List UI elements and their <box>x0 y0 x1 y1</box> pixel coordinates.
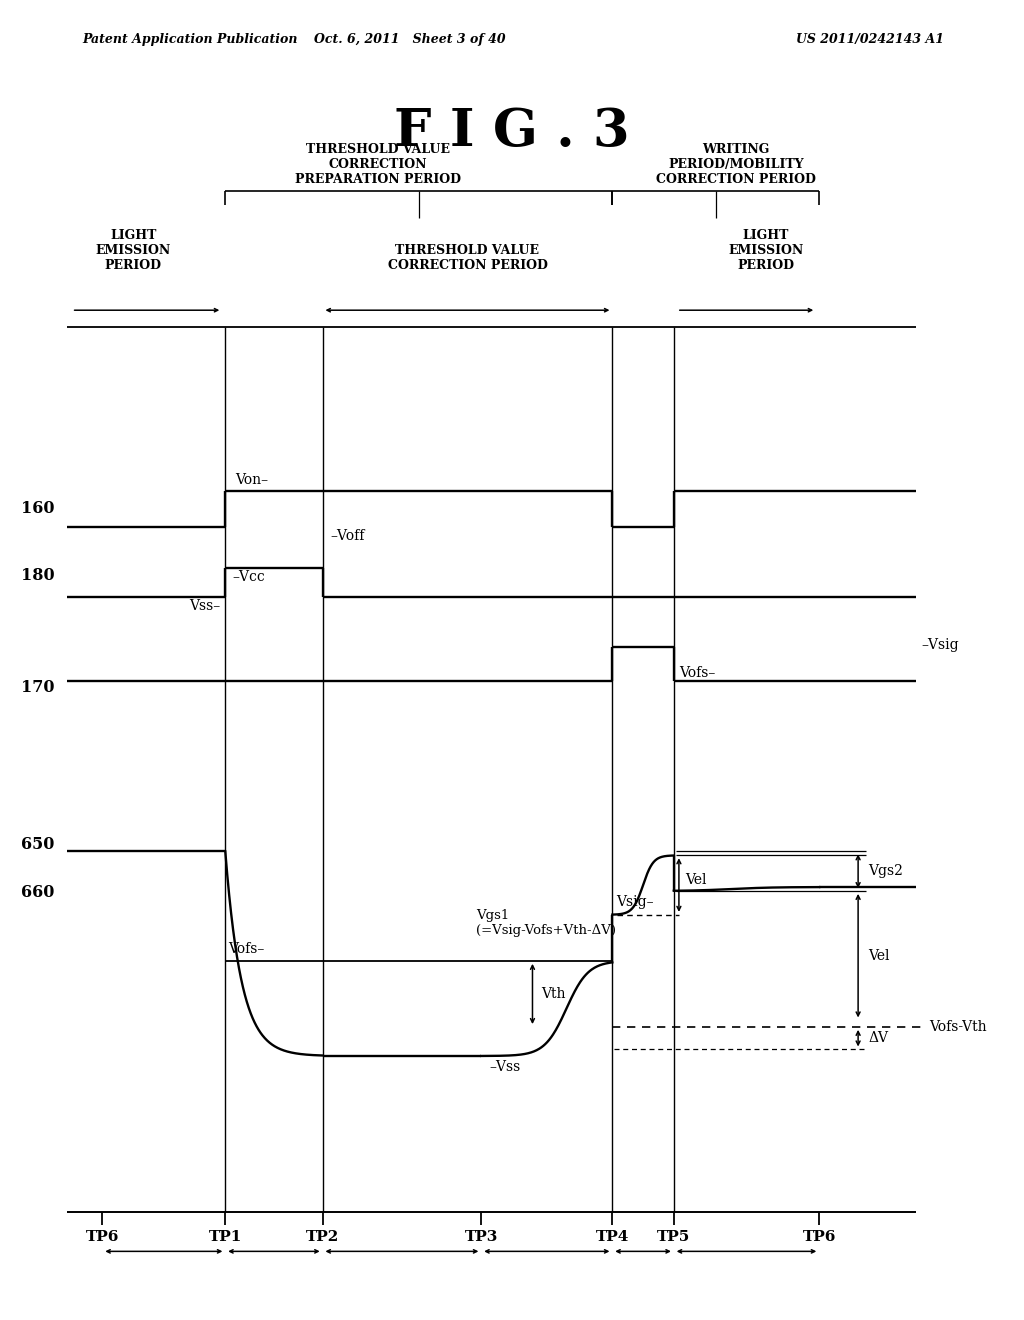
Text: WRITING
PERIOD/MOBILITY
CORRECTION PERIOD: WRITING PERIOD/MOBILITY CORRECTION PERIO… <box>656 143 816 186</box>
Text: 170: 170 <box>20 680 54 696</box>
Text: Vss–: Vss– <box>188 599 220 614</box>
Text: –Vcc: –Vcc <box>232 570 265 585</box>
Text: THRESHOLD VALUE
CORRECTION PERIOD: THRESHOLD VALUE CORRECTION PERIOD <box>387 244 548 272</box>
Text: Patent Application Publication: Patent Application Publication <box>82 33 297 46</box>
Text: Vofs–: Vofs– <box>679 665 716 680</box>
Text: ΔV: ΔV <box>868 1031 889 1045</box>
Text: Vofs–: Vofs– <box>228 941 265 956</box>
Text: TP3: TP3 <box>465 1230 498 1245</box>
Text: US 2011/0242143 A1: US 2011/0242143 A1 <box>797 33 944 46</box>
Text: –Vsig: –Vsig <box>922 639 959 652</box>
Text: Vgs1
(=Vsig-Vofs+Vth-ΔV): Vgs1 (=Vsig-Vofs+Vth-ΔV) <box>476 909 616 937</box>
Text: TP6: TP6 <box>803 1230 836 1245</box>
Text: Vofs-Vth: Vofs-Vth <box>929 1020 986 1034</box>
Text: –Voff: –Voff <box>331 529 366 544</box>
Text: –Vss: –Vss <box>489 1060 521 1074</box>
Text: TP4: TP4 <box>596 1230 629 1245</box>
Text: F I G . 3: F I G . 3 <box>394 106 630 157</box>
Text: Oct. 6, 2011   Sheet 3 of 40: Oct. 6, 2011 Sheet 3 of 40 <box>313 33 506 46</box>
Text: Vth: Vth <box>541 987 565 1001</box>
Text: Vel: Vel <box>868 949 890 962</box>
Text: TP5: TP5 <box>657 1230 690 1245</box>
Text: 650: 650 <box>20 837 54 853</box>
Text: 660: 660 <box>20 884 54 900</box>
Text: Von–: Von– <box>236 473 268 487</box>
Text: TP1: TP1 <box>209 1230 242 1245</box>
Text: TP6: TP6 <box>86 1230 119 1245</box>
Text: LIGHT
EMISSION
PERIOD: LIGHT EMISSION PERIOD <box>95 228 171 272</box>
Text: Vgs2: Vgs2 <box>868 865 903 878</box>
Text: Vsig–: Vsig– <box>616 895 654 909</box>
Text: 180: 180 <box>20 568 54 583</box>
Text: TP2: TP2 <box>306 1230 339 1245</box>
Text: LIGHT
EMISSION
PERIOD: LIGHT EMISSION PERIOD <box>728 228 804 272</box>
Text: THRESHOLD VALUE
CORRECTION
PREPARATION PERIOD: THRESHOLD VALUE CORRECTION PREPARATION P… <box>295 143 461 186</box>
Text: Vel: Vel <box>685 873 707 887</box>
Text: 160: 160 <box>20 500 54 517</box>
